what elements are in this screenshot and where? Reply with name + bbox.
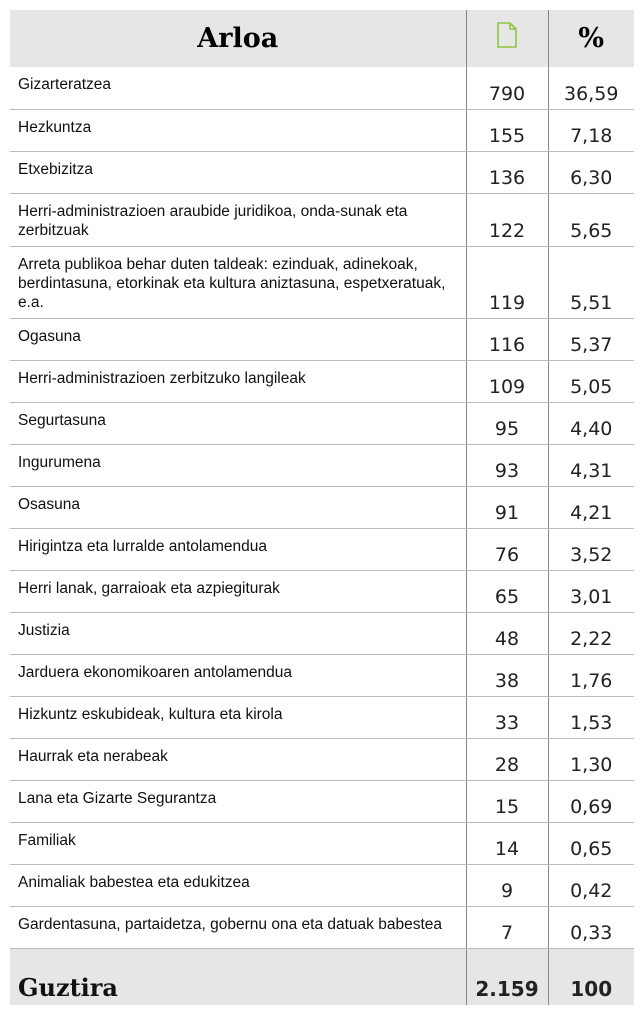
area-label: Herri-administrazioen zerbitzuko langile… xyxy=(10,360,466,403)
table-row: Osasuna 91 4,21 xyxy=(10,486,634,529)
table-row: Gizarteratzea 790 36,59 xyxy=(10,67,634,110)
header-percent: % xyxy=(547,10,634,67)
percent: 4,40 xyxy=(547,402,634,445)
area-label: Ogasuna xyxy=(10,318,466,361)
area-label: Segurtasuna xyxy=(10,402,466,445)
percent: 5,51 xyxy=(547,246,634,319)
table-row: Hezkuntza 155 7,18 xyxy=(10,109,634,152)
percent: 7,18 xyxy=(547,109,634,152)
header-row: Arloa % xyxy=(10,10,634,67)
percent: 0,69 xyxy=(547,780,634,823)
table-row: Ogasuna 116 5,37 xyxy=(10,318,634,361)
count: 15 xyxy=(465,780,548,823)
percent: 3,01 xyxy=(547,570,634,613)
percent: 0,42 xyxy=(547,864,634,907)
percent: 4,21 xyxy=(547,486,634,529)
table-row: Herri lanak, garraioak eta azpiegiturak 6… xyxy=(10,570,634,613)
area-label: Lana eta Gizarte Segurantza xyxy=(10,780,466,823)
count: 136 xyxy=(465,151,548,194)
area-label: Hezkuntza xyxy=(10,109,466,152)
percent: 6,30 xyxy=(547,151,634,194)
table-row: Hizkuntz eskubideak, kultura eta kirola 3… xyxy=(10,696,634,739)
area-label: Familiak xyxy=(10,822,466,865)
table-row: Justizia 48 2,22 xyxy=(10,612,634,655)
count: 155 xyxy=(465,109,548,152)
count: 122 xyxy=(465,193,548,247)
percent: 4,31 xyxy=(547,444,634,487)
percent: 3,52 xyxy=(547,528,634,571)
total-area-label: Guztira xyxy=(10,948,466,1005)
percent: 1,53 xyxy=(547,696,634,739)
area-label: Herri-administrazioen araubide juridikoa… xyxy=(10,193,466,247)
count: 109 xyxy=(465,360,548,403)
table-row: Herri-administrazioen zerbitzuko langile… xyxy=(10,360,634,403)
area-label: Haurrak eta nerabeak xyxy=(10,738,466,781)
area-label: Hirigintza eta lurralde antolamendua xyxy=(10,528,466,571)
count: 48 xyxy=(465,612,548,655)
percent: 5,37 xyxy=(547,318,634,361)
table-row: Hirigintza eta lurralde antolamendua 76 3,… xyxy=(10,528,634,571)
area-label: Animaliak babestea eta edukitzea xyxy=(10,864,466,907)
count: 95 xyxy=(465,402,548,445)
total-row: Guztira 2.159 100 xyxy=(10,948,634,1005)
area-label: Herri lanak, garraioak eta azpiegiturak xyxy=(10,570,466,613)
count: 33 xyxy=(465,696,548,739)
percent: 0,65 xyxy=(547,822,634,865)
table-row: Jarduera ekonomikoaren antolamendua 38 1,7… xyxy=(10,654,634,697)
count: 91 xyxy=(465,486,548,529)
percent: 0,33 xyxy=(547,906,634,949)
document-icon xyxy=(497,22,517,48)
percent: 36,59 xyxy=(547,67,634,110)
total-percent: 100 xyxy=(547,948,634,1005)
area-label: Justizia xyxy=(10,612,466,655)
percent: 2,22 xyxy=(547,612,634,655)
area-label: Ingurumena xyxy=(10,444,466,487)
total-count: 2.159 xyxy=(465,948,548,1005)
table-row: Gardentasuna, partaidetza, gobernu ona e… xyxy=(10,906,634,949)
count: 116 xyxy=(465,318,548,361)
header-icon xyxy=(465,10,548,67)
table-row: Ingurumena 93 4,31 xyxy=(10,444,634,487)
area-label: Arreta publikoa behar duten taldeak: ezi… xyxy=(10,246,466,319)
count: 119 xyxy=(465,246,548,319)
count: 93 xyxy=(465,444,548,487)
percent: 5,05 xyxy=(547,360,634,403)
area-label: Hizkuntz eskubideak, kultura eta kirola xyxy=(10,696,466,739)
count: 9 xyxy=(465,864,548,907)
count: 790 xyxy=(465,67,548,110)
percent: 5,65 xyxy=(547,193,634,247)
count: 7 xyxy=(465,906,548,949)
table-row: Segurtasuna 95 4,40 xyxy=(10,402,634,445)
area-table: Arloa % Gizarteratzea 790 36,59 Hezkuntza 15… xyxy=(10,10,634,1005)
area-label: Jarduera ekonomikoaren antolamendua xyxy=(10,654,466,697)
table-row: Animaliak babestea eta edukitzea 9 0,42 xyxy=(10,864,634,907)
header-title: Arloa xyxy=(10,10,466,67)
area-label: Gardentasuna, partaidetza, gobernu ona e… xyxy=(10,906,466,949)
count: 76 xyxy=(465,528,548,571)
table-row: Lana eta Gizarte Segurantza 15 0,69 xyxy=(10,780,634,823)
count: 65 xyxy=(465,570,548,613)
table-row: Herri-administrazioen araubide juridikoa… xyxy=(10,193,634,247)
table-row: Arreta publikoa behar duten taldeak: ezi… xyxy=(10,246,634,319)
count: 14 xyxy=(465,822,548,865)
table-row: Haurrak eta nerabeak 28 1,30 xyxy=(10,738,634,781)
table-row: Etxebizitza 136 6,30 xyxy=(10,151,634,194)
area-label: Gizarteratzea xyxy=(10,67,466,110)
percent: 1,76 xyxy=(547,654,634,697)
percent: 1,30 xyxy=(547,738,634,781)
count: 28 xyxy=(465,738,548,781)
area-label: Osasuna xyxy=(10,486,466,529)
area-label: Etxebizitza xyxy=(10,151,466,194)
table-row: Familiak 14 0,65 xyxy=(10,822,634,865)
count: 38 xyxy=(465,654,548,697)
